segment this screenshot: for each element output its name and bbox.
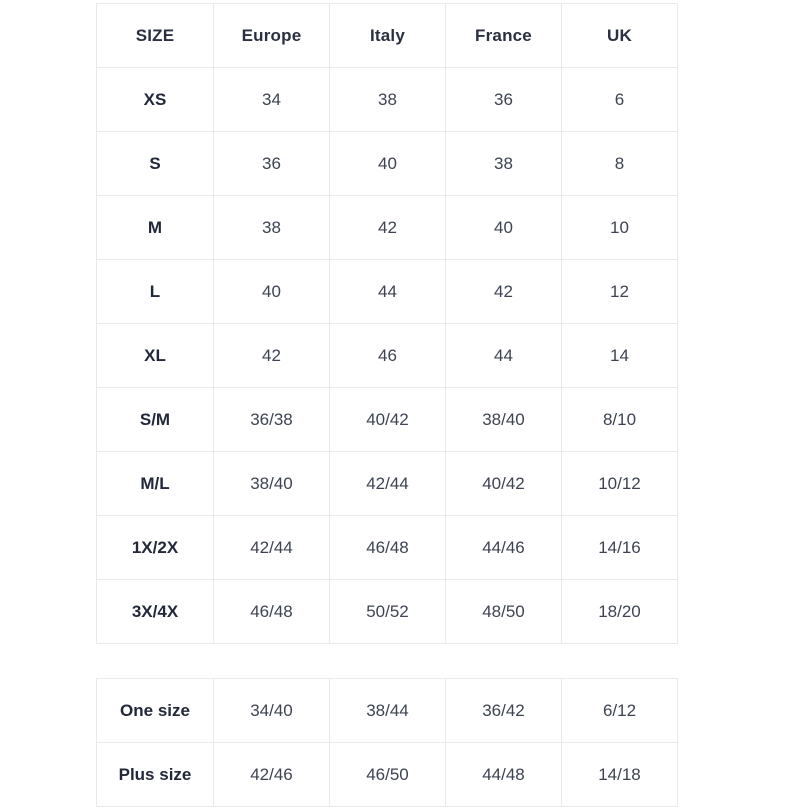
- cell-europe: 34/40: [213, 678, 330, 743]
- cell-italy: 42/44: [329, 451, 446, 516]
- cell-italy: 50/52: [329, 579, 446, 644]
- one-size-table: One size 34/40 38/44 36/42 6/12 Plus siz…: [96, 678, 678, 807]
- table-row: L 40 44 42 12: [96, 259, 678, 324]
- cell-uk: 14: [561, 323, 678, 388]
- row-label: M/L: [96, 451, 214, 516]
- column-header-france: France: [445, 3, 562, 68]
- cell-italy: 38: [329, 67, 446, 132]
- cell-uk: 6/12: [561, 678, 678, 743]
- cell-italy: 42: [329, 195, 446, 260]
- cell-uk: 14/16: [561, 515, 678, 580]
- table-body: One size 34/40 38/44 36/42 6/12 Plus siz…: [96, 678, 678, 807]
- row-label: One size: [96, 678, 214, 743]
- table-row: 3X/4X 46/48 50/52 48/50 18/20: [96, 579, 678, 644]
- table-row: One size 34/40 38/44 36/42 6/12: [96, 678, 678, 743]
- row-label: S/M: [96, 387, 214, 452]
- cell-france: 40: [445, 195, 562, 260]
- table-row: Plus size 42/46 46/50 44/48 14/18: [96, 742, 678, 807]
- table-row: 1X/2X 42/44 46/48 44/46 14/16: [96, 515, 678, 580]
- standard-size-table: SIZE Europe Italy France UK XS 34 38 36 …: [96, 3, 678, 644]
- cell-italy: 38/44: [329, 678, 446, 743]
- table-row: S 36 40 38 8: [96, 131, 678, 196]
- cell-france: 36: [445, 67, 562, 132]
- cell-france: 38/40: [445, 387, 562, 452]
- cell-uk: 10/12: [561, 451, 678, 516]
- cell-france: 44/46: [445, 515, 562, 580]
- cell-france: 40/42: [445, 451, 562, 516]
- row-label: S: [96, 131, 214, 196]
- cell-uk: 18/20: [561, 579, 678, 644]
- row-label: M: [96, 195, 214, 260]
- cell-italy: 40/42: [329, 387, 446, 452]
- table-body: XS 34 38 36 6 S 36 40 38 8 M 38 42 40 10: [96, 67, 678, 644]
- table-separator: [96, 644, 678, 678]
- cell-france: 48/50: [445, 579, 562, 644]
- row-label: XL: [96, 323, 214, 388]
- size-chart-container: SIZE Europe Italy France UK XS 34 38 36 …: [96, 3, 678, 807]
- row-label: XS: [96, 67, 214, 132]
- cell-europe: 40: [213, 259, 330, 324]
- cell-italy: 46/48: [329, 515, 446, 580]
- table-row: M 38 42 40 10: [96, 195, 678, 260]
- cell-europe: 36/38: [213, 387, 330, 452]
- cell-europe: 46/48: [213, 579, 330, 644]
- cell-italy: 44: [329, 259, 446, 324]
- row-label: 1X/2X: [96, 515, 214, 580]
- cell-uk: 12: [561, 259, 678, 324]
- cell-europe: 42: [213, 323, 330, 388]
- cell-italy: 40: [329, 131, 446, 196]
- cell-france: 38: [445, 131, 562, 196]
- cell-europe: 36: [213, 131, 330, 196]
- cell-europe: 38/40: [213, 451, 330, 516]
- table-row: XS 34 38 36 6: [96, 67, 678, 132]
- row-label: L: [96, 259, 214, 324]
- cell-italy: 46: [329, 323, 446, 388]
- cell-italy: 46/50: [329, 742, 446, 807]
- cell-uk: 14/18: [561, 742, 678, 807]
- cell-france: 44: [445, 323, 562, 388]
- cell-europe: 42/46: [213, 742, 330, 807]
- table-row: XL 42 46 44 14: [96, 323, 678, 388]
- table-row: M/L 38/40 42/44 40/42 10/12: [96, 451, 678, 516]
- header-row: SIZE Europe Italy France UK: [96, 3, 678, 68]
- cell-france: 36/42: [445, 678, 562, 743]
- cell-france: 42: [445, 259, 562, 324]
- cell-uk: 8: [561, 131, 678, 196]
- cell-uk: 8/10: [561, 387, 678, 452]
- table-row: S/M 36/38 40/42 38/40 8/10: [96, 387, 678, 452]
- cell-europe: 42/44: [213, 515, 330, 580]
- cell-europe: 34: [213, 67, 330, 132]
- row-label: 3X/4X: [96, 579, 214, 644]
- column-header-italy: Italy: [329, 3, 446, 68]
- cell-uk: 10: [561, 195, 678, 260]
- cell-europe: 38: [213, 195, 330, 260]
- row-label: Plus size: [96, 742, 214, 807]
- table-header: SIZE Europe Italy France UK: [96, 3, 678, 68]
- cell-france: 44/48: [445, 742, 562, 807]
- column-header-uk: UK: [561, 3, 678, 68]
- cell-uk: 6: [561, 67, 678, 132]
- column-header-size: SIZE: [96, 3, 214, 68]
- column-header-europe: Europe: [213, 3, 330, 68]
